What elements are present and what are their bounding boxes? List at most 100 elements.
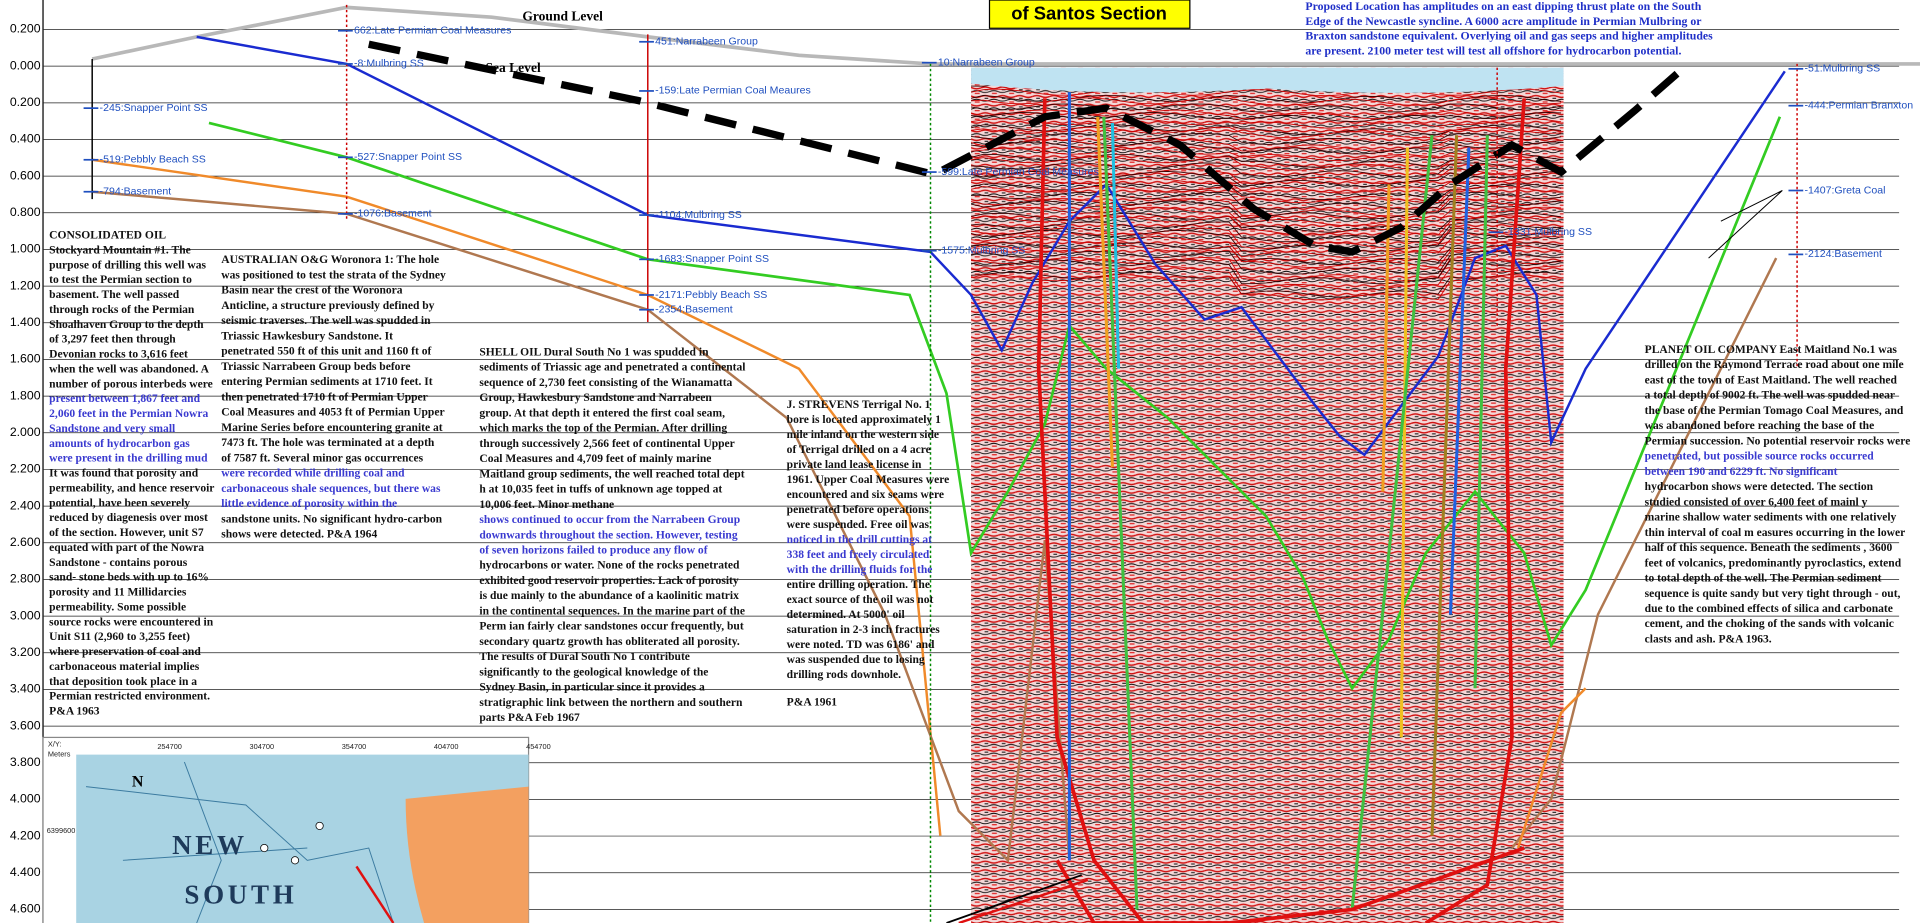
note-line: basement. The well passed (49, 289, 180, 301)
depth-label: 2.200 (10, 462, 41, 476)
basement-pick (1055, 846, 1525, 923)
basement-horizon-east (1510, 257, 1778, 849)
formation-top-label: -8:Mulbring SS (354, 58, 424, 70)
pointer (946, 874, 1082, 923)
note-line: were recorded while drilling coal and (221, 468, 405, 480)
note-line: drilled on the Raymond Terrace road abou… (1645, 359, 1904, 371)
note-line: Shoalhaven Group to the depth (49, 319, 204, 331)
note-line: It was found that porosity and (49, 468, 199, 480)
note-line: to test the Permian section to (49, 274, 192, 286)
note-line: encountered and six seams were (787, 489, 944, 501)
note-line: due to the combined effects of silica an… (1645, 603, 1893, 615)
depth-label: 2.800 (10, 572, 41, 586)
depth-label: 0.200 (10, 95, 41, 109)
note-line: were noted. TD was 6186' and (787, 639, 935, 651)
note-line: Coal Measures and 4053 ft of Permian Upp… (221, 407, 444, 419)
note-line: that deposition took place in a (49, 676, 197, 688)
depth-label: 1.600 (10, 352, 41, 366)
note-line: between 190 and 6229 ft. No significant (1645, 466, 1838, 478)
note-line: of 3,297 feet then through (49, 334, 176, 346)
note-line: of the section. However, unit S7 (49, 527, 204, 539)
note-line: shows continued to occur from the Narrab… (479, 514, 740, 526)
note-line: secondary quartz growth has obliterated … (479, 636, 739, 648)
seismic-image (971, 67, 1564, 923)
map-x-label: 254700 (157, 742, 182, 751)
note-line: studied consisted of over 6,400 feet of … (1645, 496, 1868, 508)
note-line: 10,006 feet. Minor methane (479, 499, 614, 511)
note-line: penetrated 550 ft of this unit and 1160 … (221, 346, 431, 358)
formation-top-label: -1331:Mulbring SS (1505, 226, 1592, 238)
proposed-trajectory (368, 40, 1687, 256)
note-line: with the drilling fluids for the (787, 564, 933, 576)
map-unit: Meters (48, 750, 71, 759)
map-y-label: 6399600 (47, 826, 76, 835)
fault (1448, 147, 1471, 615)
formation-top-label: -1076:Basement (354, 208, 432, 220)
note-line: private land lease license in (787, 459, 922, 471)
note-line: present between 1,867 feet and (49, 393, 200, 405)
note-line: sediments of Triassic age and penetrated… (479, 362, 746, 374)
formation-top-label: -1683:Snapper Point SS (655, 253, 769, 265)
sea-level-label: Sea Level (486, 60, 541, 75)
depth-label: 2.400 (10, 498, 41, 512)
formation-top-label: -1104:Mulbring SS (655, 209, 742, 221)
map-north: N (132, 774, 144, 791)
note-line: was positioned to test the strata of the… (221, 269, 446, 281)
note-line: penetrated before operations (787, 504, 930, 516)
map-well (260, 843, 269, 853)
note-line: through rocks of the Permian (49, 304, 195, 316)
note-line: clasts and ash. P&A 1963. (1645, 633, 1772, 645)
note-line: significantly to the geological knowledg… (479, 666, 708, 678)
note-line: noticed in the drill cuttings at (787, 534, 932, 546)
note-line: permeability. Some possible (49, 601, 186, 613)
correlation-tie (1708, 190, 1783, 259)
note-line: cement, and the choking of the sands wit… (1645, 618, 1894, 630)
note-line: then penetrated 1710 ft of Permian Upper (221, 391, 428, 403)
note-line: in the continental sequences. In the mar… (479, 605, 745, 617)
note-line: hydrocarbon shows were detected. The sec… (1645, 481, 1874, 493)
note-line: little evidence of porosity within the (221, 498, 397, 510)
note-line: when the well was abandoned. A (49, 363, 209, 375)
note-line: saturation in 2-3 inch fractures (787, 624, 941, 636)
note-line: were suspended. Free oil was (787, 519, 930, 531)
note-line: 2,060 feet in the Permian Nowra (49, 408, 208, 420)
note-line: determined. At 5000' oil (787, 609, 906, 621)
title-box (988, 0, 1191, 29)
note-line: group. At that depth it entered the firs… (479, 407, 725, 419)
note-line: Stockyard Mountain #1. The (49, 245, 191, 257)
formation-top-label: -245:Snapper Point SS (100, 102, 208, 114)
note-line: CONSOLIDATED OIL (49, 230, 166, 242)
note-line: Anticline, a structure previously define… (221, 300, 434, 312)
title: of Santos Section (1011, 3, 1167, 24)
note-line: Coal Measures and 4,709 feet of mainly m… (479, 453, 711, 465)
map-corner-label: X/Y: (48, 740, 62, 749)
map-labels: X/Y:Meters 254700 304700 354700 404700 454700… (47, 740, 551, 910)
note-line: amounts of hydrocarbon gas (49, 438, 190, 450)
note-line: P&A 1963 (49, 706, 100, 718)
note-line: 338 feet and freely circulated (787, 549, 930, 561)
snapper-point-horizon (208, 116, 1782, 691)
note-line: hydrocarbons or water. None of the rocks… (479, 560, 740, 572)
note-line: Maitland group sediments, the well reach… (479, 468, 744, 480)
note-line: SHELL OIL Dural South No 1 was spudded i… (479, 346, 709, 358)
note-line: Devonian rocks to 3,616 feet (49, 349, 188, 361)
note-line: parts P&A Feb 1967 (479, 712, 580, 724)
depth-label: 0.400 (10, 132, 41, 146)
map-x-label: 404700 (434, 742, 459, 751)
formation-top-label: -794:Basement (100, 186, 172, 198)
note-line: to total depth of the well. The Permian … (1645, 573, 1882, 585)
note-line: Triassic Hawkesbury Sandstone. It (221, 330, 393, 342)
note-line: Group, Hawkesbury Sandstone and Narrabee… (479, 392, 712, 404)
fault (1102, 116, 1139, 910)
note-line: Marine Series before encountering granit… (221, 422, 443, 434)
proposed-location-line: are present. 2100 meter test will test a… (1305, 43, 1681, 57)
note-line: h at 10,035 feet in tuffs of unknown age… (479, 484, 722, 496)
depth-label: 4.600 (10, 902, 41, 916)
note-line: shows were detected. P&A 1964 (221, 529, 377, 541)
depth-label: 3.000 (10, 608, 41, 622)
note-line: stratigraphic link between the northern … (479, 697, 743, 709)
note-line: downwards throughout the section. Howeve… (479, 529, 737, 541)
depth-label: 0.800 (10, 205, 41, 219)
note-line: sequence is quite sandy but very tight t… (1645, 588, 1901, 600)
map-section-line (355, 865, 395, 923)
